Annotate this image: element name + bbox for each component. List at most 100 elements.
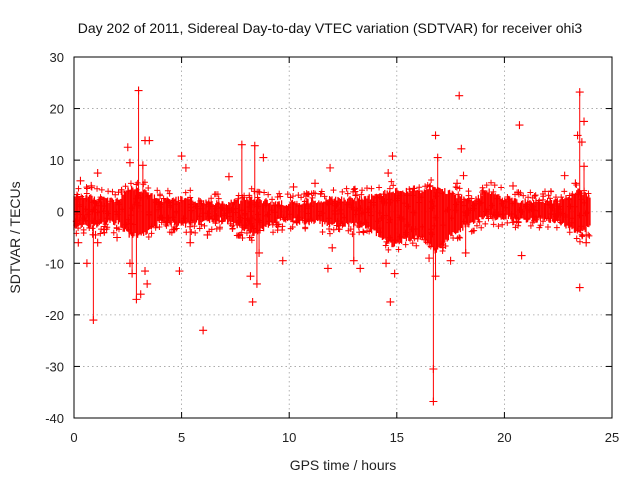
data-point-outlier: [457, 144, 466, 153]
x-tick-label: 5: [178, 430, 185, 445]
data-point: [215, 195, 222, 202]
data-point-outlier: [384, 169, 393, 178]
data-point: [349, 231, 356, 238]
data-point: [132, 201, 139, 208]
data-point: [231, 199, 238, 206]
data-point-outlier: [459, 171, 468, 180]
data-point: [219, 217, 226, 224]
data-point: [170, 197, 177, 204]
data-point: [326, 226, 333, 233]
data-point: [557, 219, 564, 226]
data-point: [578, 196, 585, 203]
data-point: [489, 202, 496, 209]
data-point-outlier: [93, 238, 102, 247]
data-point: [529, 194, 536, 201]
data-point: [408, 226, 415, 233]
data-point-outlier: [113, 233, 122, 242]
data-point: [402, 241, 409, 248]
data-point: [366, 228, 373, 235]
data-point: [439, 190, 446, 197]
data-point: [366, 205, 373, 212]
data-point: [163, 222, 170, 229]
data-point: [248, 215, 255, 222]
data-point: [154, 187, 161, 194]
data-point: [554, 198, 561, 205]
data-point: [337, 199, 344, 206]
data-point: [503, 198, 510, 205]
data-point-outlier: [143, 279, 152, 288]
data-point: [155, 201, 162, 208]
data-point-outlier: [177, 152, 186, 161]
data-point: [442, 207, 449, 214]
data-point: [517, 189, 524, 196]
data-point-outlier: [141, 267, 150, 276]
data-point: [399, 215, 406, 222]
data-point: [254, 194, 261, 201]
data-point: [508, 210, 515, 217]
data-point-outlier: [455, 91, 464, 100]
data-point: [113, 208, 120, 215]
data-point: [581, 199, 588, 206]
data-point: [275, 221, 282, 228]
data-point: [374, 218, 381, 225]
data-point: [426, 183, 433, 190]
data-point: [578, 231, 585, 238]
grid-lines: [74, 57, 612, 418]
data-point: [287, 225, 294, 232]
data-point: [576, 238, 583, 245]
data-point: [274, 201, 281, 208]
data-point: [235, 219, 242, 226]
data-point: [80, 226, 87, 233]
data-point: [89, 225, 96, 232]
data-point: [236, 217, 243, 224]
data-point-outlier: [326, 163, 335, 172]
data-point: [483, 182, 490, 189]
data-point-outlier: [224, 172, 233, 181]
data-point-outlier: [259, 153, 268, 162]
data-point: [84, 195, 91, 202]
data-point: [478, 224, 485, 231]
data-point-outlier: [125, 259, 134, 268]
data-point: [569, 191, 576, 198]
data-point: [424, 239, 431, 246]
data-point-outlier: [250, 141, 259, 150]
data-point: [319, 210, 326, 217]
x-tick-label: 20: [497, 430, 511, 445]
data-point: [514, 215, 521, 222]
data-point: [93, 200, 100, 207]
data-point-outlier: [582, 238, 591, 247]
data-point-outlier: [349, 256, 358, 265]
data-point: [247, 200, 254, 207]
data-point-outlier: [429, 397, 438, 406]
data-point: [574, 227, 581, 234]
data-point: [491, 182, 498, 189]
data-point: [495, 223, 502, 230]
data-point: [135, 202, 142, 209]
data-point: [310, 190, 317, 197]
data-point: [246, 203, 253, 210]
data-point: [157, 214, 164, 221]
data-point: [75, 185, 82, 192]
data-point-outlier: [388, 152, 397, 161]
data-point: [344, 201, 351, 208]
data-point: [250, 225, 257, 232]
data-point-outlier: [431, 131, 440, 140]
data-point: [476, 218, 483, 225]
data-point: [427, 182, 434, 189]
data-point: [416, 184, 423, 191]
data-point: [75, 217, 82, 224]
data-point: [353, 207, 360, 214]
data-point: [173, 201, 180, 208]
data-point: [410, 192, 417, 199]
data-point: [81, 215, 88, 222]
data-point: [502, 204, 509, 211]
data-point: [98, 195, 105, 202]
data-point: [357, 220, 364, 227]
data-point: [363, 219, 370, 226]
x-tick-label: 25: [605, 430, 619, 445]
data-point: [395, 246, 402, 253]
data-point: [282, 216, 289, 223]
data-point: [287, 194, 294, 201]
data-point-outlier: [136, 290, 145, 299]
